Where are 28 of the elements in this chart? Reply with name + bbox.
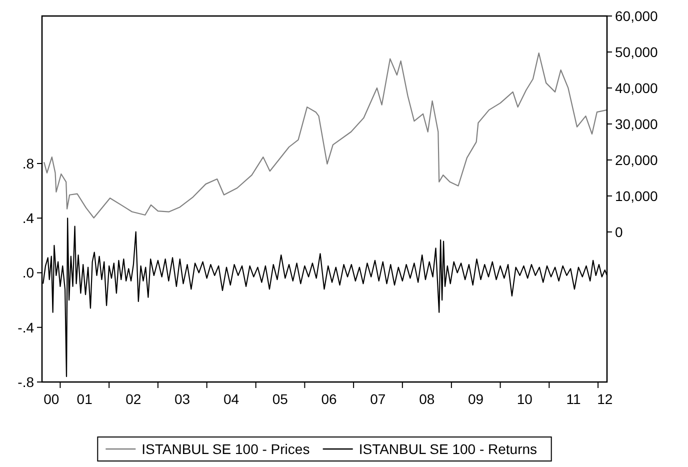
legend-label: ISTANBUL SE 100 - Returns [358, 440, 538, 457]
y-tick-label: .8 [22, 155, 34, 172]
y-tick-label: .0 [22, 264, 34, 281]
y2-tick-label: 50,000 [615, 44, 658, 60]
x-tick-label: 00 [44, 391, 60, 407]
y-tick-label: .4 [22, 210, 34, 226]
y2-tick-label: 40,000 [615, 80, 658, 96]
x-tick-label: 12 [597, 391, 613, 407]
x-tick-label: 01 [76, 391, 93, 407]
x-tick-label: 04 [224, 391, 240, 407]
x-tick-label: 06 [321, 391, 338, 407]
x-tick-label: 05 [272, 391, 288, 407]
x-tick-label: 08 [419, 391, 435, 407]
x-tick-label: 07 [370, 391, 386, 407]
y2-tick-label: 60,000 [615, 8, 658, 24]
y-tick-label: -.8 [18, 374, 34, 390]
legend-label: ISTANBUL SE 100 - Prices [142, 440, 310, 457]
x-tick-label: 02 [126, 391, 142, 407]
y-tick-label: -.4 [18, 319, 34, 336]
y2-tick-label: 20,000 [615, 152, 658, 168]
x-tick-label: 09 [468, 391, 484, 407]
x-tick-label: 03 [174, 391, 190, 407]
y2-tick-label: 0 [615, 224, 623, 240]
x-tick-label: 11 [566, 391, 581, 407]
line-series [43, 52, 608, 218]
y2-tick-label: 10,000 [615, 188, 658, 204]
x-tick-label: 10 [516, 391, 533, 407]
y2-tick-label: 30,000 [615, 116, 658, 132]
